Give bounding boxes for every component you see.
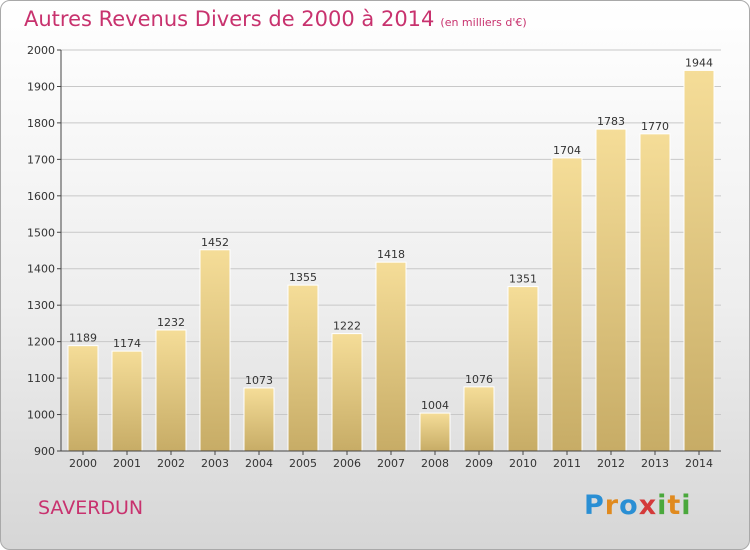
y-tick-label: 1400 (27, 263, 55, 276)
bar (375, 261, 407, 452)
x-tick-label: 2005 (289, 457, 317, 470)
bar-value-label: 1355 (289, 271, 317, 284)
bar (199, 249, 231, 452)
title-text: Autres Revenus Divers de 2000 à 2014 (24, 7, 435, 31)
x-tick-label: 2007 (377, 457, 405, 470)
bar-value-label: 1770 (641, 120, 669, 133)
x-tick-label: 2013 (641, 457, 669, 470)
y-tick-label: 1900 (27, 80, 55, 93)
bar (683, 69, 715, 452)
bar (419, 412, 451, 452)
x-tick-label: 2006 (333, 457, 361, 470)
bar-value-label: 1418 (377, 248, 405, 261)
x-tick-label: 2011 (553, 457, 581, 470)
x-tick-label: 2010 (509, 457, 537, 470)
logo-letter: i (657, 490, 668, 521)
bar-value-label: 1351 (509, 273, 537, 286)
logo-letter: t (667, 490, 682, 521)
x-tick-label: 2001 (113, 457, 141, 470)
bar (639, 133, 671, 452)
bar-value-label: 1704 (553, 144, 581, 157)
bar (331, 333, 363, 452)
bar-value-label: 1189 (69, 332, 97, 345)
y-tick-label: 2000 (27, 44, 55, 57)
bars: 1189 1174 1232 1452 1073 1355 1222 1418 1004 1076… (67, 56, 715, 452)
chart-title: Autres Revenus Divers de 2000 à 2014 (en … (24, 7, 527, 31)
y-tick-label: 1300 (27, 299, 55, 312)
x-tick-label: 2002 (157, 457, 185, 470)
x-tick-label: 2012 (597, 457, 625, 470)
x-tick-label: 2014 (685, 457, 713, 470)
bar (155, 329, 187, 452)
bar-value-label: 1944 (685, 56, 713, 69)
bar-value-label: 1452 (201, 236, 229, 249)
bar (67, 345, 99, 452)
x-tick-label: 2000 (69, 457, 97, 470)
bar (287, 284, 319, 452)
bar-value-label: 1222 (333, 320, 361, 333)
town-name: SAVERDUN (38, 497, 144, 519)
x-tick-label: 2003 (201, 457, 229, 470)
bar-value-label: 1174 (113, 337, 141, 350)
bar (595, 128, 627, 452)
bar-value-label: 1073 (245, 374, 273, 387)
logo-letter: x (638, 490, 658, 521)
chart-subtitle: (en milliers d'€) (440, 16, 527, 29)
bar (551, 157, 583, 452)
bar (463, 386, 495, 452)
y-tick-label: 1200 (27, 336, 55, 349)
proxiti-logo[interactable]: Proxiti (584, 490, 692, 521)
y-tick-label: 1500 (27, 226, 55, 239)
x-tick-label: 2008 (421, 457, 449, 470)
logo-letter: i (681, 490, 692, 521)
bar-value-label: 1004 (421, 399, 449, 412)
logo-letter: o (619, 490, 639, 521)
y-tick-label: 1000 (27, 409, 55, 422)
y-tick-label: 1800 (27, 117, 55, 130)
y-tick-label: 900 (34, 445, 55, 458)
axes: 900 1000 1100 1200 1300 1400 1500 1600 1700 1800 1… (27, 44, 721, 470)
bar-value-label: 1783 (597, 115, 625, 128)
y-tick-label: 1100 (27, 372, 55, 385)
x-tick-label: 2004 (245, 457, 273, 470)
bar (507, 286, 539, 452)
bar (243, 387, 275, 452)
y-tick-label: 1700 (27, 153, 55, 166)
logo-letter: r (604, 490, 620, 521)
bar (111, 350, 143, 452)
logo-letter: P (584, 490, 605, 521)
bar-value-label: 1076 (465, 373, 493, 386)
y-tick-label: 1600 (27, 190, 55, 203)
x-tick-label: 2009 (465, 457, 493, 470)
bar-value-label: 1232 (157, 316, 185, 329)
